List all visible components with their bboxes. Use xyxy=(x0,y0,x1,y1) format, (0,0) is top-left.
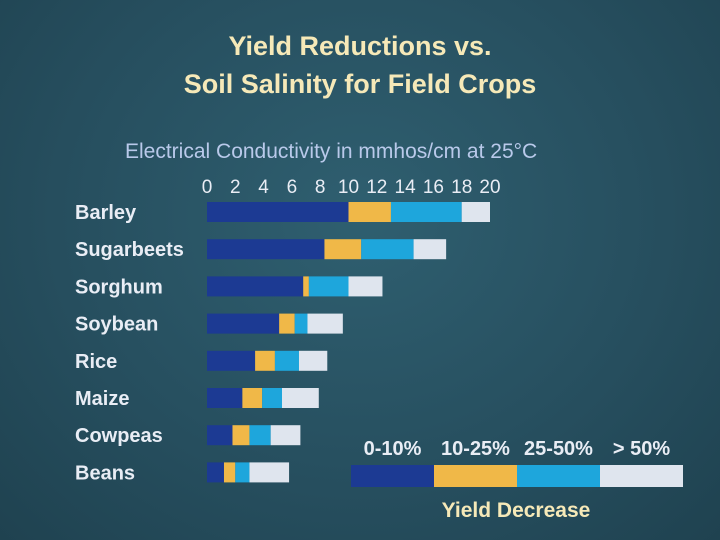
category-label: Rice xyxy=(75,351,117,373)
x-tick-label: 2 xyxy=(230,177,241,198)
category-label: Barley xyxy=(75,202,137,224)
x-tick-label: 0 xyxy=(202,177,213,198)
legend-swatch xyxy=(517,465,600,487)
x-tick-label: 16 xyxy=(423,177,444,198)
bar-segment xyxy=(249,425,271,446)
bar-segment xyxy=(274,350,299,371)
category-label: Sugarbeets xyxy=(75,239,184,261)
bar-segment xyxy=(223,462,236,483)
category-label: Beans xyxy=(75,462,135,484)
bar-segment xyxy=(308,276,349,297)
x-tick-label: 14 xyxy=(395,177,417,198)
bar-segment xyxy=(207,202,349,222)
bar-segment xyxy=(207,462,224,483)
bar-segment xyxy=(207,313,280,334)
x-tick-label: 8 xyxy=(315,177,326,198)
bar-segment xyxy=(207,388,243,408)
bar-segment xyxy=(281,388,319,408)
bar-segment xyxy=(262,388,282,408)
category-label: Cowpeas xyxy=(75,425,163,447)
x-tick-label: 6 xyxy=(287,177,298,198)
legend-title: Yield Decrease xyxy=(442,499,591,522)
category-label: Maize xyxy=(75,388,129,410)
bar-segment xyxy=(303,276,309,297)
x-axis-label: Electrical Conductivity in mmhos/cm at 2… xyxy=(125,140,538,163)
legend-swatch xyxy=(600,465,683,487)
x-tick-label: 12 xyxy=(366,177,387,198)
legend-label: 0-10% xyxy=(364,438,422,460)
bar-segment xyxy=(307,313,343,334)
bar-segment xyxy=(324,239,362,260)
legend-swatch xyxy=(434,465,517,487)
bar-segment xyxy=(235,462,250,483)
bar-segment xyxy=(232,425,250,446)
bar-segment xyxy=(361,239,414,260)
chart-title-line-1: Yield Reductions vs. xyxy=(228,31,492,61)
bar-segment xyxy=(249,462,290,483)
bar-segment xyxy=(207,350,256,371)
bar-segment xyxy=(461,202,490,222)
x-tick-label: 18 xyxy=(451,177,472,198)
category-label: Sorghum xyxy=(75,276,163,298)
legend-label: > 50% xyxy=(613,438,670,460)
category-label: Soybean xyxy=(75,314,158,336)
x-tick-label: 4 xyxy=(258,177,269,198)
bar-segment xyxy=(413,239,447,260)
chart-title-line-2: Soil Salinity for Field Crops xyxy=(183,69,537,99)
legend-label: 10-25% xyxy=(441,438,510,460)
bar-segment xyxy=(294,313,308,334)
bar-segment xyxy=(348,202,391,222)
bar-segment xyxy=(207,425,233,446)
bar-segment xyxy=(348,276,383,297)
legend-swatch xyxy=(351,465,434,487)
bar-segment xyxy=(255,350,275,371)
bar-segment xyxy=(298,350,328,371)
legend-label: 25-50% xyxy=(524,438,593,460)
bar-segment xyxy=(207,239,325,260)
x-tick-label: 10 xyxy=(338,177,359,198)
bar-segment xyxy=(207,276,304,297)
x-tick-label: 20 xyxy=(479,177,500,198)
bar-segment xyxy=(279,313,295,334)
bar-segment xyxy=(270,425,301,446)
bar-segment xyxy=(242,388,263,408)
bar-segment xyxy=(390,202,462,222)
